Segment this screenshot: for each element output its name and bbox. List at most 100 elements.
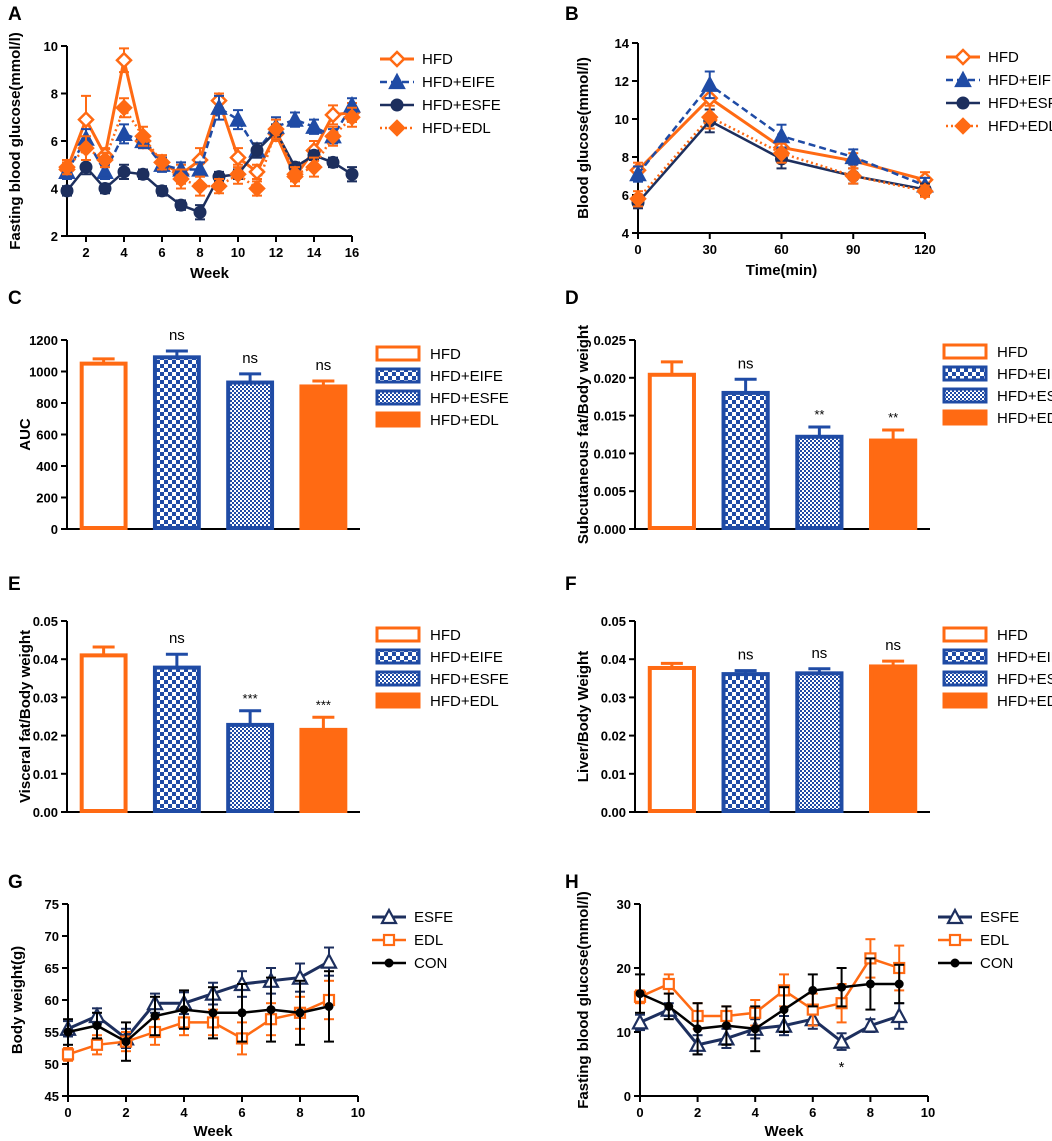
- y-tick-label: 8: [622, 150, 629, 165]
- panel-b: B 4 6 8 10 12 14 Blood glucose(mmol/l) 0 30 60 90 12…: [565, 4, 1052, 279]
- x-tick-label: 2: [82, 245, 89, 260]
- y-axis-label: Subcutaneous fat/Body weight: [575, 325, 592, 544]
- x-tick-label: 10: [351, 1105, 365, 1120]
- data-point: [890, 1006, 909, 1024]
- data-point: [191, 177, 209, 195]
- data-point: [77, 110, 95, 129]
- data-point: [115, 98, 133, 117]
- data-point: [248, 179, 266, 198]
- data-point: [865, 979, 875, 989]
- data-point: [210, 177, 228, 195]
- panel-label: B: [565, 4, 579, 25]
- y-tick-label: 12: [615, 74, 629, 89]
- legend-label: HFD: [422, 51, 453, 68]
- legend-item: ESFE: [938, 907, 1019, 926]
- series-line: [67, 998, 330, 1056]
- y-tick-label: 0.04: [33, 652, 59, 667]
- legend-item: HFD: [380, 50, 453, 68]
- y-tick-label: 0.05: [33, 614, 58, 629]
- x-tick-label: 2: [694, 1105, 701, 1120]
- data-point: [266, 1005, 276, 1015]
- legend-label: HFD+EDL: [430, 412, 499, 429]
- legend-swatch: [375, 670, 421, 687]
- legend-marker: [946, 907, 964, 925]
- bar-hfd-esfe: [795, 434, 844, 531]
- data-point: [191, 160, 209, 177]
- data-point: [345, 167, 359, 181]
- y-tick-label: 400: [36, 459, 58, 474]
- y-tick-label: 1200: [29, 333, 58, 348]
- significance-marker: ns: [738, 355, 754, 372]
- legend-label: HFD+EDL: [430, 693, 499, 710]
- data-point: [631, 1013, 649, 1030]
- y-tick-label: 0.02: [601, 729, 626, 744]
- data-point: [305, 117, 323, 134]
- data-point: [832, 1032, 851, 1049]
- bar-hfd-edl: [869, 664, 918, 814]
- legend-marker: [384, 958, 394, 968]
- data-point: [844, 167, 863, 185]
- legend-item: HFD+EDL: [942, 409, 1052, 427]
- y-tick-label: 0.025: [593, 333, 626, 348]
- legend-item: HFD+ESFE: [375, 670, 509, 688]
- data-point: [77, 139, 95, 157]
- legend-item: CON: [372, 955, 447, 972]
- x-axis-label: Time(min): [746, 262, 817, 279]
- legend-marker: [948, 933, 962, 947]
- legend-marker: [954, 117, 972, 135]
- data-point: [267, 120, 285, 138]
- legend-label: ESFE: [980, 909, 1019, 926]
- series-esfe: [631, 1000, 909, 1056]
- bar-hfd-edl: [299, 727, 348, 813]
- data-point: [629, 190, 647, 208]
- legend-label: HFD: [988, 49, 1019, 66]
- legend-label: HFD+ESFE: [422, 97, 501, 114]
- y-tick-label: 10: [617, 1025, 631, 1040]
- x-tick-label: 8: [296, 1105, 303, 1120]
- x-axis-label: Week: [765, 1123, 805, 1140]
- legend-item: HFD+EDL: [375, 411, 499, 429]
- legend-marker: [380, 907, 398, 925]
- legend-label: HFD+EIFE: [997, 366, 1052, 383]
- legend-item: HFD+EIFE: [375, 648, 503, 666]
- data-point: [153, 153, 171, 172]
- bar-hfd: [647, 665, 696, 814]
- panel-label: D: [565, 288, 579, 309]
- x-tick-label: 16: [345, 245, 359, 260]
- legend-item: HFD+ESFE: [375, 389, 509, 407]
- x-tick-label: 2: [122, 1105, 129, 1120]
- legend-label: HFD+ESFE: [430, 390, 509, 407]
- data-point: [861, 1016, 880, 1033]
- data-point: [136, 167, 150, 181]
- significance-marker: **: [888, 410, 898, 425]
- series-hfd-edl: [629, 104, 934, 208]
- series-line: [66, 129, 353, 214]
- data-point: [179, 1005, 189, 1015]
- bar-hfd: [79, 653, 128, 813]
- legend-swatch: [375, 367, 421, 384]
- y-tick-label: 4: [51, 182, 59, 197]
- data-point: [115, 51, 133, 70]
- x-axis-label: Week: [190, 265, 230, 282]
- x-tick-label: 6: [238, 1105, 245, 1120]
- data-point: [305, 158, 323, 176]
- y-tick-label: 0.010: [593, 446, 626, 461]
- x-tick-label: 4: [752, 1105, 760, 1120]
- data-point: [193, 205, 207, 219]
- x-tick-label: 6: [809, 1105, 816, 1120]
- y-axis-label: AUC: [17, 418, 34, 451]
- y-tick-label: 0.00: [601, 805, 626, 820]
- series-line: [639, 982, 900, 1031]
- legend-item: HFD: [946, 48, 1019, 66]
- panel-f: F 0.00 0.01 0.02 0.03 0.04 0.05 Liver/Body Weig…: [565, 574, 1052, 820]
- y-tick-label: 6: [622, 188, 629, 203]
- y-tick-label: 20: [617, 961, 631, 976]
- legend-item: HFD: [375, 345, 461, 363]
- y-tick-label: 70: [45, 929, 59, 944]
- x-tick-label: 0: [636, 1105, 643, 1120]
- data-point: [237, 1008, 247, 1018]
- y-tick-label: 10: [44, 39, 58, 54]
- data-point: [115, 124, 133, 141]
- legend-label: HFD: [430, 346, 461, 363]
- y-tick-label: 6: [51, 134, 58, 149]
